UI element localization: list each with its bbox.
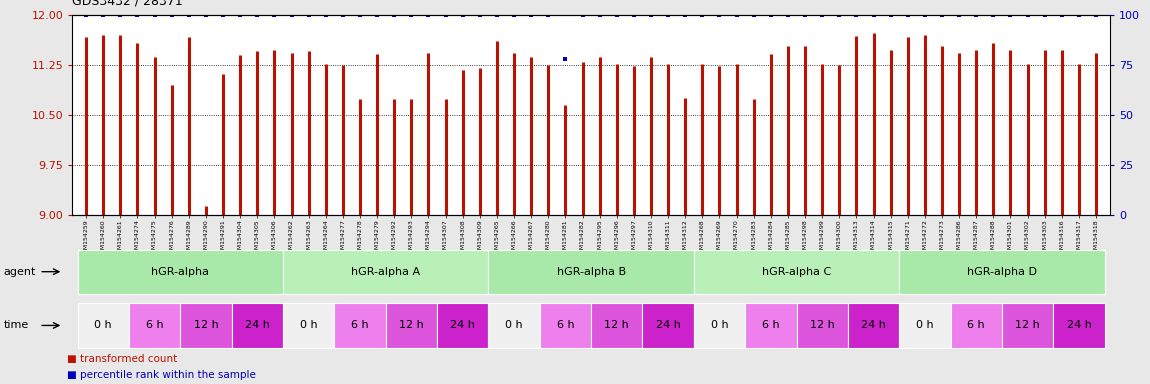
Text: 24 h: 24 h xyxy=(245,320,270,331)
Text: 0 h: 0 h xyxy=(917,320,934,331)
Text: 12 h: 12 h xyxy=(810,320,835,331)
Text: 12 h: 12 h xyxy=(399,320,423,331)
Text: 24 h: 24 h xyxy=(656,320,681,331)
Text: 6 h: 6 h xyxy=(146,320,163,331)
Text: 6 h: 6 h xyxy=(557,320,574,331)
Text: GDS3432 / 28371: GDS3432 / 28371 xyxy=(72,0,183,8)
Text: 24 h: 24 h xyxy=(451,320,475,331)
Text: 12 h: 12 h xyxy=(1015,320,1040,331)
Text: 0 h: 0 h xyxy=(505,320,523,331)
Text: hGR-alpha D: hGR-alpha D xyxy=(967,266,1037,277)
Text: hGR-alpha: hGR-alpha xyxy=(152,266,209,277)
Text: 6 h: 6 h xyxy=(762,320,780,331)
Text: 24 h: 24 h xyxy=(1066,320,1091,331)
Text: 12 h: 12 h xyxy=(605,320,629,331)
Text: ■ transformed count: ■ transformed count xyxy=(67,354,177,364)
Text: 0 h: 0 h xyxy=(711,320,728,331)
Text: hGR-alpha A: hGR-alpha A xyxy=(351,266,420,277)
Text: agent: agent xyxy=(3,266,36,277)
Text: 6 h: 6 h xyxy=(351,320,369,331)
Text: hGR-alpha C: hGR-alpha C xyxy=(762,266,831,277)
Text: time: time xyxy=(3,320,29,331)
Text: 12 h: 12 h xyxy=(193,320,218,331)
Text: 0 h: 0 h xyxy=(94,320,112,331)
Text: 0 h: 0 h xyxy=(300,320,317,331)
Text: 6 h: 6 h xyxy=(967,320,986,331)
Text: ■ percentile rank within the sample: ■ percentile rank within the sample xyxy=(67,370,255,380)
Text: 24 h: 24 h xyxy=(861,320,886,331)
Text: hGR-alpha B: hGR-alpha B xyxy=(557,266,626,277)
